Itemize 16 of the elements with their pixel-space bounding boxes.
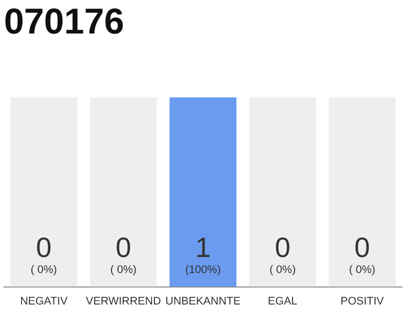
x-tick-label: EGAL [268, 295, 298, 308]
annotation: ( 0%) [110, 264, 137, 276]
annotation: (100%) [185, 264, 221, 276]
x-tick-label: VERWIRREND [86, 295, 161, 308]
annotation: ( 0%) [269, 264, 296, 276]
x-tick-label: UNBEKANNTE [165, 295, 241, 308]
annotation: 0 [116, 232, 132, 263]
annotation: 0 [354, 232, 370, 263]
annotation: ( 0%) [30, 264, 57, 276]
annotation: ( 0%) [349, 264, 376, 276]
chart-title: 070176 [4, 0, 124, 42]
x-tick-label: NEGATIV [20, 295, 68, 308]
annotation: 0 [274, 232, 290, 263]
x-tick-label: POSITIV [340, 295, 385, 308]
annotation: 0 [36, 232, 52, 263]
annotation: 1 [195, 232, 211, 263]
